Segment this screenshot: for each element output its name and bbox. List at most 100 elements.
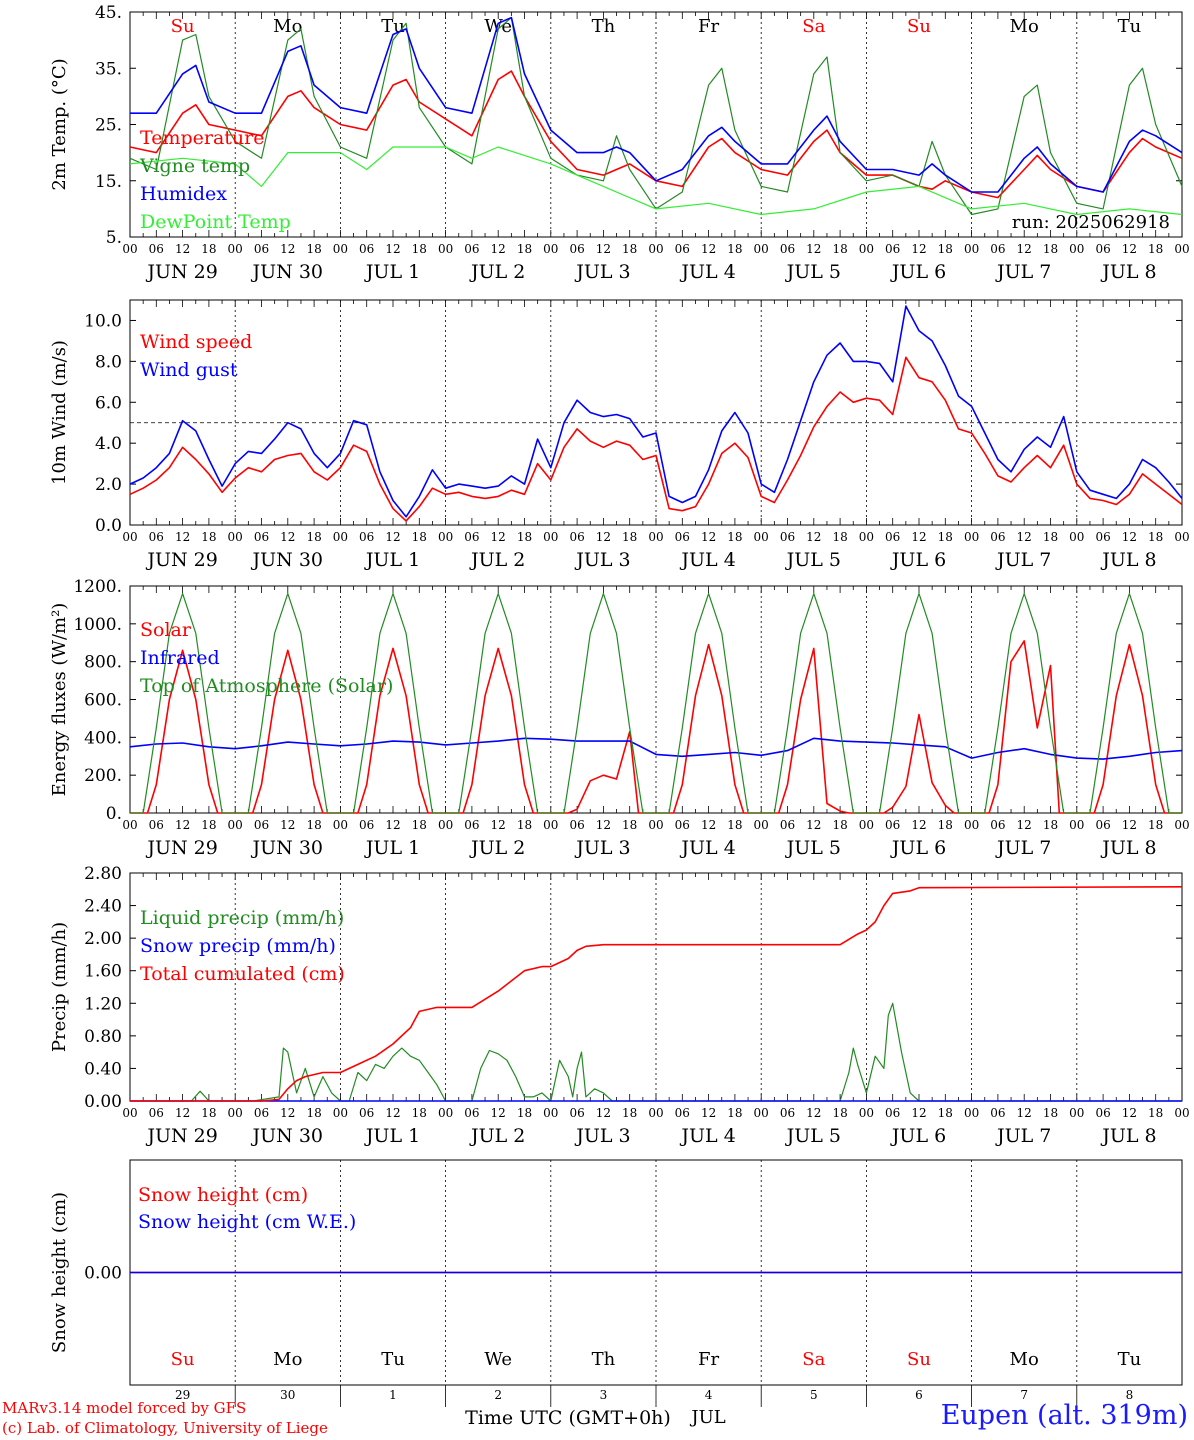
date-label: JUL 7 [995, 1125, 1051, 1147]
date-label: JUL 5 [785, 1125, 841, 1147]
hour-tick-label: 06 [990, 1106, 1005, 1120]
hour-tick-label: 00 [122, 818, 137, 832]
y-tick-label: 0.0 [95, 516, 122, 536]
hour-tick-label: 06 [990, 242, 1005, 256]
hour-tick-label: 18 [412, 1106, 427, 1120]
hour-tick-label: 00 [1069, 818, 1084, 832]
y-axis-label: Precip (mm/h) [49, 922, 70, 1052]
hour-tick-label: 00 [122, 242, 137, 256]
hour-tick-label: 00 [228, 818, 243, 832]
hour-tick-label: 12 [385, 1106, 400, 1120]
hour-tick-label: 06 [1095, 1106, 1110, 1120]
hour-tick-label: 18 [306, 242, 321, 256]
hour-tick-label: 06 [990, 818, 1005, 832]
legend-entry: Liquid precip (mm/h) [140, 907, 344, 929]
hour-tick-label: 00 [1174, 818, 1189, 832]
hour-tick-label: 06 [569, 818, 584, 832]
hour-tick-label: 06 [780, 1106, 795, 1120]
hour-tick-label: 18 [306, 1106, 321, 1120]
date-label: JUL 6 [890, 1125, 946, 1147]
legend-entry: DewPoint Temp [140, 211, 291, 233]
hour-tick-label: 18 [412, 530, 427, 544]
date-label: JUL 4 [679, 1125, 735, 1147]
hour-tick-label: 00 [859, 1106, 874, 1120]
hour-tick-label: 06 [675, 530, 690, 544]
hour-tick-label: 06 [359, 530, 374, 544]
bottom-day-number: 2 [494, 1388, 502, 1402]
hour-tick-label: 12 [806, 530, 821, 544]
plot-frame [129, 585, 1183, 814]
series-line-total-cumulated-cm- [130, 885, 1183, 1102]
hour-tick-label: 00 [543, 818, 558, 832]
hour-tick-label: 00 [648, 818, 663, 832]
panel-2: 00 06 12 18 00 06 12 18 00 06 12 18 00 06 12 18 00 06 12 18… [49, 299, 1190, 571]
hour-tick-label: 12 [1122, 530, 1137, 544]
hour-tick-label: 18 [1043, 242, 1058, 256]
hour-tick-label: 00 [648, 1106, 663, 1120]
hour-tick-label: 12 [596, 1106, 611, 1120]
date-label: JUN 30 [251, 549, 323, 571]
legend-entry: Top of Atmosphere (Solar) [140, 675, 393, 697]
hour-tick-label: 12 [1017, 1106, 1032, 1120]
hour-tick-label: 18 [832, 242, 847, 256]
hour-tick-label: 06 [359, 1106, 374, 1120]
hour-tick-label: 06 [464, 1106, 479, 1120]
hour-tick-label: 12 [1017, 242, 1032, 256]
hour-tick-label: 00 [333, 1106, 348, 1120]
date-label: JUL 8 [1100, 837, 1156, 859]
hour-tick-label: 06 [464, 818, 479, 832]
hour-tick-label: 00 [543, 242, 558, 256]
series-line-humidex [130, 16, 1183, 193]
date-label: JUN 30 [251, 1125, 323, 1147]
hour-tick-label: 18 [938, 242, 953, 256]
hour-tick-label: 18 [938, 818, 953, 832]
hour-tick-label: 00 [964, 818, 979, 832]
hour-tick-label: 00 [228, 242, 243, 256]
hour-tick-label: 00 [859, 242, 874, 256]
bottom-weekday-label: Sa [802, 1349, 825, 1370]
bottom-day-number: 8 [1126, 1388, 1134, 1402]
date-label: JUL 8 [1100, 261, 1156, 283]
panel-5: 0.00 Snow height (cm) Snow height (cm) Snow… [49, 1159, 1183, 1429]
hour-tick-label: 18 [727, 530, 742, 544]
hour-tick-label: 00 [1174, 1106, 1189, 1120]
hour-tick-label: 06 [359, 818, 374, 832]
y-tick-label: 600. [84, 691, 122, 711]
hour-tick-label: 18 [622, 1106, 637, 1120]
hour-tick-label: 06 [885, 1106, 900, 1120]
hour-tick-label: 06 [149, 530, 164, 544]
bottom-day-number: 4 [705, 1388, 713, 1402]
hour-tick-label: 06 [149, 1106, 164, 1120]
date-label: JUN 30 [251, 261, 323, 283]
hour-tick-label: 00 [964, 1106, 979, 1120]
hour-tick-label: 12 [385, 530, 400, 544]
footer-lab-credit: (c) Lab. of Climatology, University of L… [2, 1419, 328, 1437]
hour-tick-label: 18 [201, 242, 216, 256]
date-label: JUN 29 [145, 549, 217, 571]
hour-tick-label: 00 [1069, 1106, 1084, 1120]
hour-tick-label: 12 [596, 818, 611, 832]
series-line-infrared [129, 737, 1183, 760]
hour-tick-label: 12 [701, 530, 716, 544]
weekday-label: Sa [802, 16, 825, 37]
hour-tick-label: 18 [938, 530, 953, 544]
hour-tick-label: 06 [1095, 242, 1110, 256]
hour-tick-label: 00 [1174, 530, 1189, 544]
date-label: JUL 6 [890, 549, 946, 571]
hour-tick-label: 00 [1174, 242, 1189, 256]
hour-tick-label: 18 [412, 818, 427, 832]
series-line-wind-gust [129, 305, 1183, 518]
hour-tick-label: 00 [754, 818, 769, 832]
hour-tick-label: 12 [491, 1106, 506, 1120]
legend-entry: Solar [140, 619, 192, 641]
date-label: JUL 7 [995, 549, 1051, 571]
y-tick-label: 45. [95, 3, 122, 23]
legend-entry: Snow precip (mm/h) [140, 935, 336, 957]
hour-tick-label: 06 [675, 242, 690, 256]
hour-tick-label: 06 [254, 530, 269, 544]
bottom-weekday-label: Mo [1010, 1349, 1039, 1370]
series-line-liquid-precip-mm-h- [130, 1002, 1182, 1102]
y-tick-label: 2.0 [95, 475, 122, 495]
date-label: JUL 2 [469, 549, 525, 571]
